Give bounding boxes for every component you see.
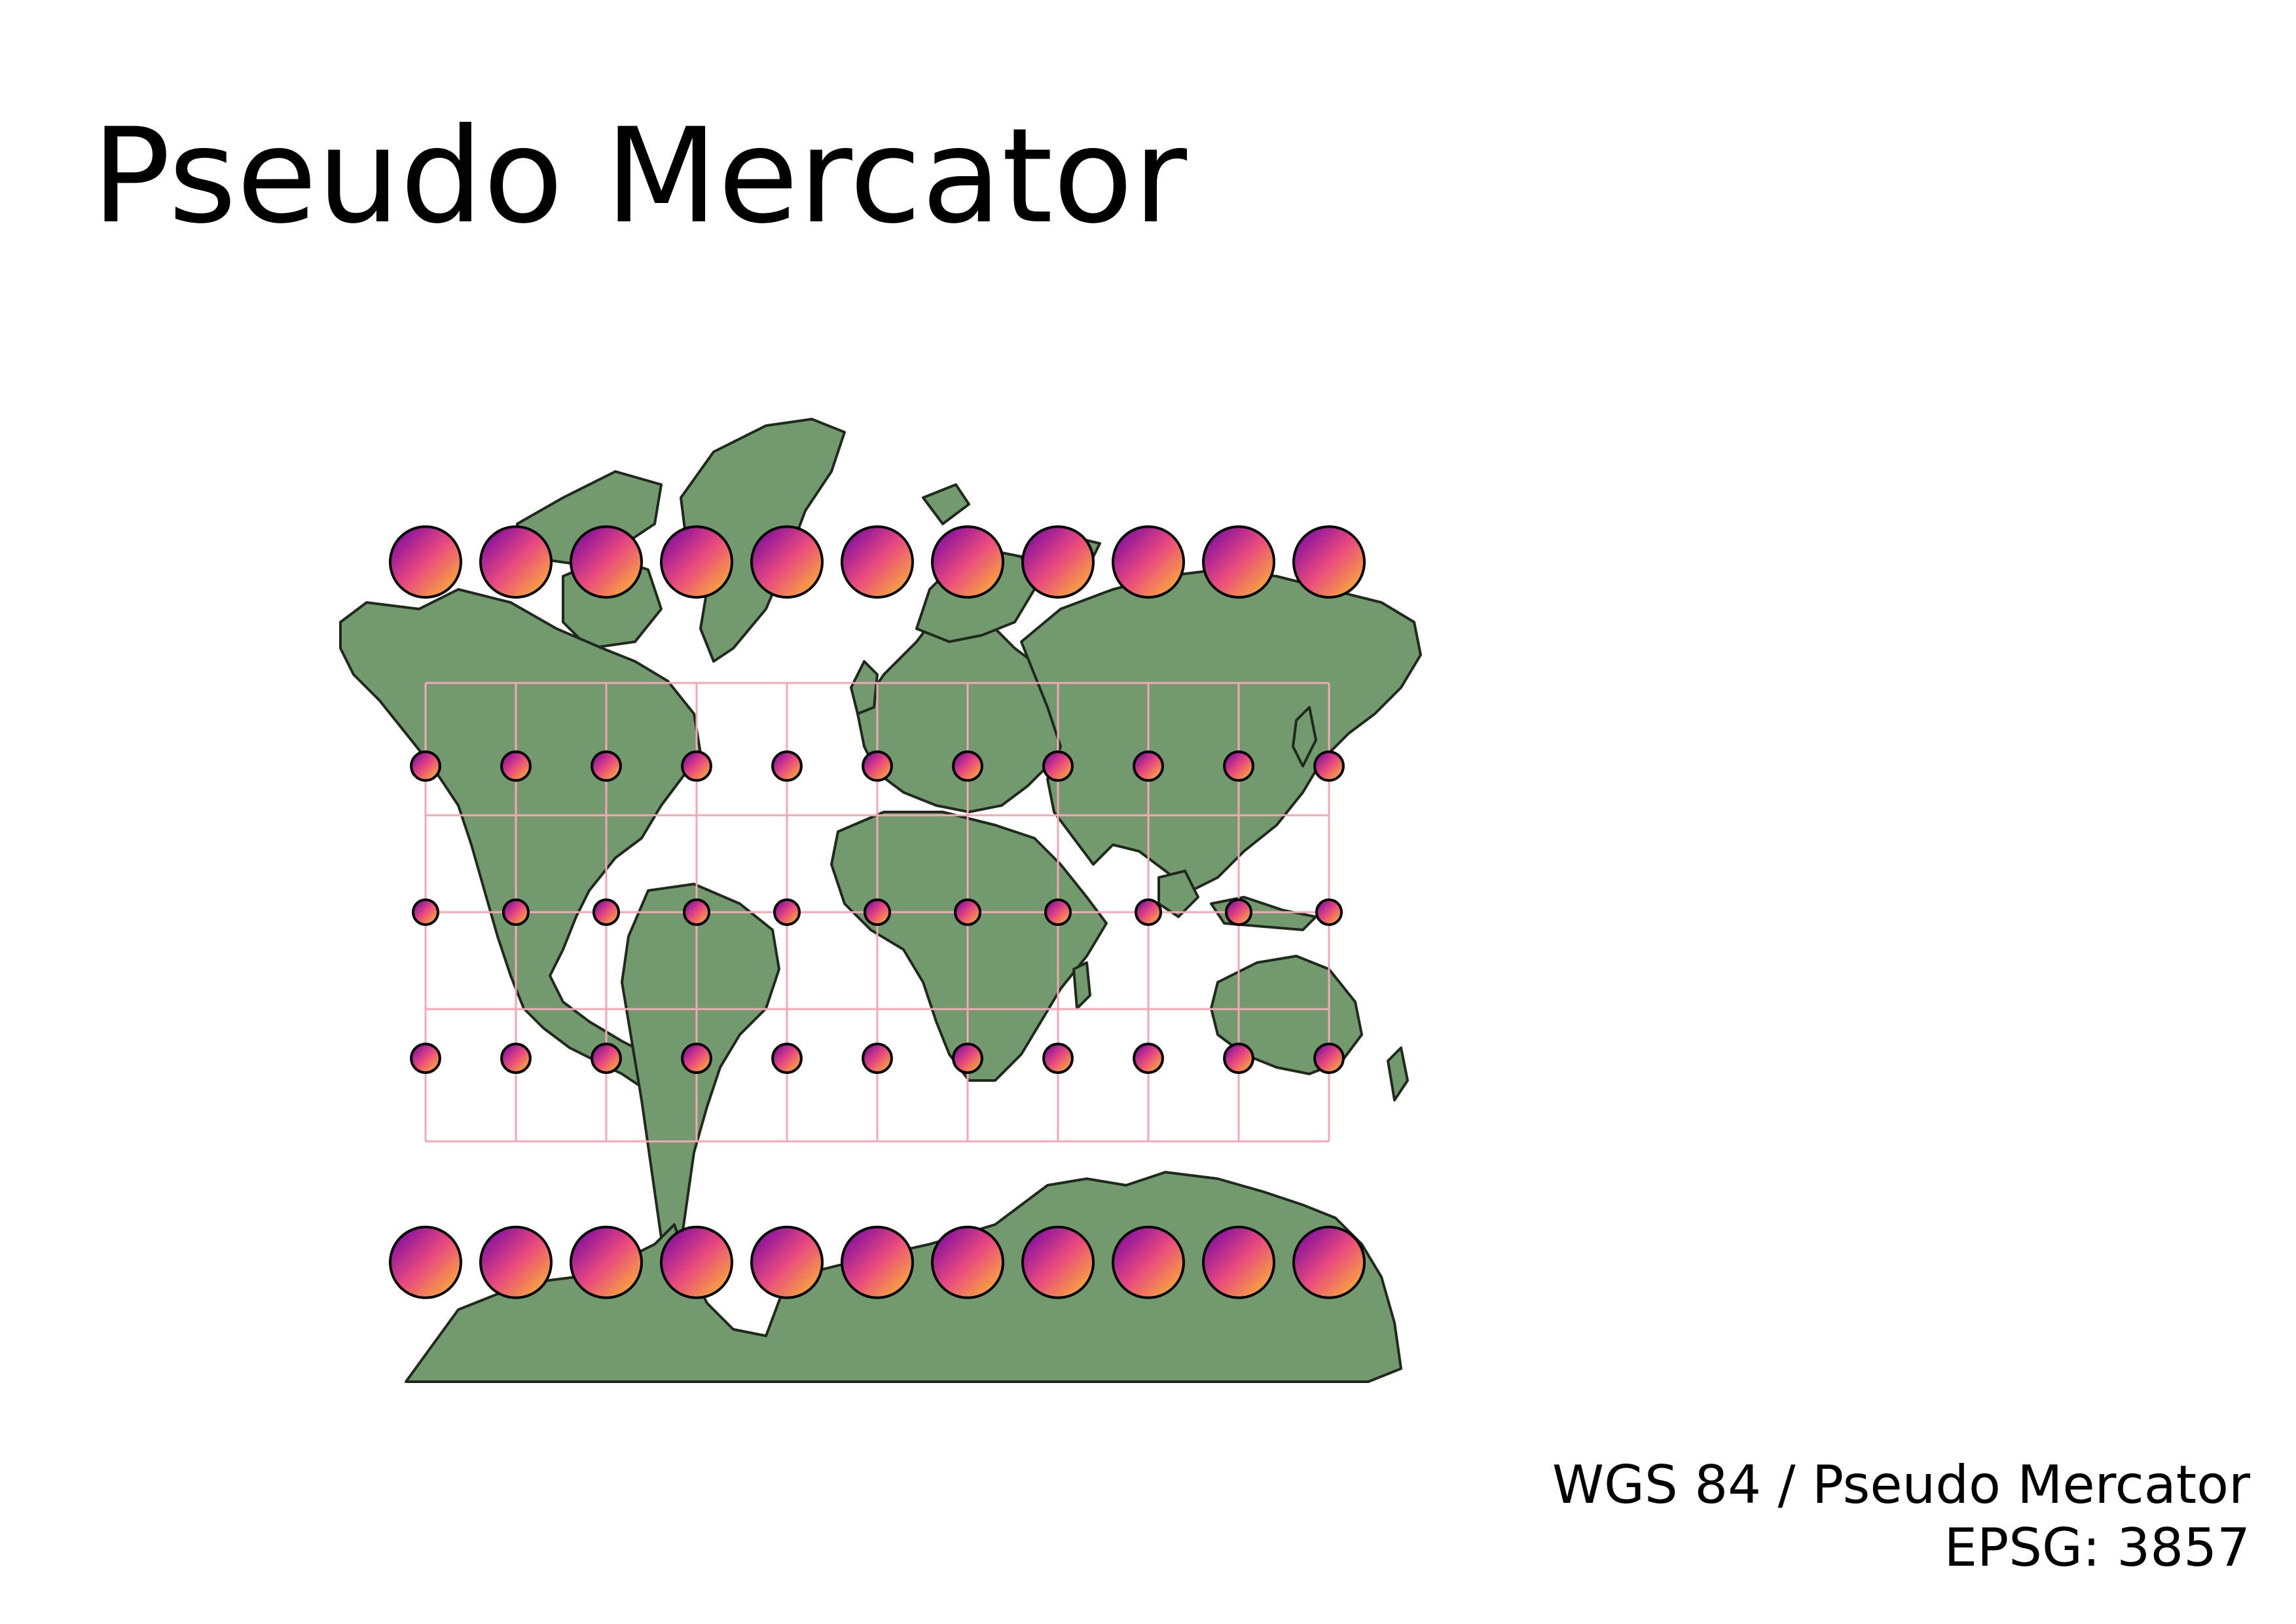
tissot-circle bbox=[389, 525, 462, 599]
tissot-circle bbox=[1044, 898, 1072, 926]
tissot-circle bbox=[389, 1225, 462, 1299]
crs-code: EPSG: 3857 bbox=[1944, 1517, 2250, 1578]
tissot-circle bbox=[750, 1225, 824, 1299]
tissot-indicatrix bbox=[389, 525, 1366, 1299]
tissot-circle bbox=[570, 1225, 643, 1299]
tissot-circle bbox=[1021, 1225, 1095, 1299]
tissot-circle bbox=[479, 1225, 553, 1299]
tissot-circle bbox=[771, 1043, 803, 1074]
asia bbox=[1020, 568, 1422, 892]
tissot-circle bbox=[1202, 1225, 1275, 1299]
crs-label: WGS 84 / Pseudo Mercator EPSG: 3857 bbox=[1552, 1454, 2250, 1579]
tissot-circle bbox=[1223, 1043, 1254, 1074]
south-america bbox=[621, 883, 780, 1272]
tissot-circle bbox=[750, 525, 824, 599]
tissot-circle bbox=[502, 898, 530, 926]
tissot-circle bbox=[479, 525, 553, 599]
tissot-circle bbox=[862, 1043, 893, 1074]
tissot-circle bbox=[1112, 525, 1185, 599]
new-zealand bbox=[1387, 1046, 1409, 1101]
tissot-circle bbox=[1133, 1043, 1164, 1074]
madagascar bbox=[1072, 961, 1091, 1010]
tissot-circle bbox=[410, 750, 441, 782]
tissot-circle bbox=[1315, 898, 1343, 926]
tissot-circle bbox=[1135, 898, 1162, 926]
tissot-circle bbox=[660, 1225, 733, 1299]
tissot-circle bbox=[500, 750, 532, 782]
tissot-circle bbox=[1223, 750, 1254, 782]
tissot-circle bbox=[1313, 1043, 1345, 1074]
tissot-circle bbox=[1112, 1225, 1185, 1299]
map-title: Pseudo Mercator bbox=[92, 100, 1187, 253]
tissot-circle bbox=[952, 750, 983, 782]
tissot-circle bbox=[1313, 750, 1345, 782]
novaya-zemlya bbox=[922, 483, 970, 525]
tissot-circle bbox=[771, 750, 803, 782]
tissot-circle bbox=[1042, 750, 1074, 782]
tissot-circle bbox=[592, 898, 620, 926]
land-layer bbox=[339, 418, 1422, 1383]
tissot-circle bbox=[841, 525, 914, 599]
tissot-circle bbox=[410, 1043, 441, 1074]
tissot-circle bbox=[660, 525, 733, 599]
tissot-circle bbox=[1225, 898, 1252, 926]
japan bbox=[1292, 706, 1317, 767]
tissot-circle bbox=[1292, 525, 1366, 599]
tissot-circle bbox=[954, 898, 981, 926]
tissot-circle bbox=[931, 525, 1004, 599]
tissot-circle bbox=[591, 750, 622, 782]
tissot-circle bbox=[1042, 1043, 1074, 1074]
tissot-circle bbox=[952, 1043, 983, 1074]
tissot-circle bbox=[773, 898, 801, 926]
tissot-circle bbox=[683, 898, 710, 926]
tissot-circle bbox=[864, 898, 891, 926]
tissot-circle bbox=[931, 1225, 1004, 1299]
tissot-circle bbox=[1133, 750, 1164, 782]
tissot-circle bbox=[500, 1043, 532, 1074]
britain bbox=[850, 660, 879, 715]
tissot-circle bbox=[570, 525, 643, 599]
tissot-circle bbox=[841, 1225, 914, 1299]
north-america bbox=[339, 588, 702, 1088]
tissot-circle bbox=[681, 1043, 712, 1074]
southeast-asia bbox=[1157, 870, 1199, 918]
tissot-circle bbox=[591, 1043, 622, 1074]
tissot-circle bbox=[412, 898, 439, 926]
crs-name: WGS 84 / Pseudo Mercator bbox=[1552, 1454, 2250, 1515]
tissot-circle bbox=[862, 750, 893, 782]
tissot-circle bbox=[1021, 525, 1095, 599]
tissot-circle bbox=[681, 750, 712, 782]
tissot-circle bbox=[1202, 525, 1275, 599]
africa bbox=[830, 811, 1108, 1082]
tissot-circle bbox=[1292, 1225, 1366, 1299]
